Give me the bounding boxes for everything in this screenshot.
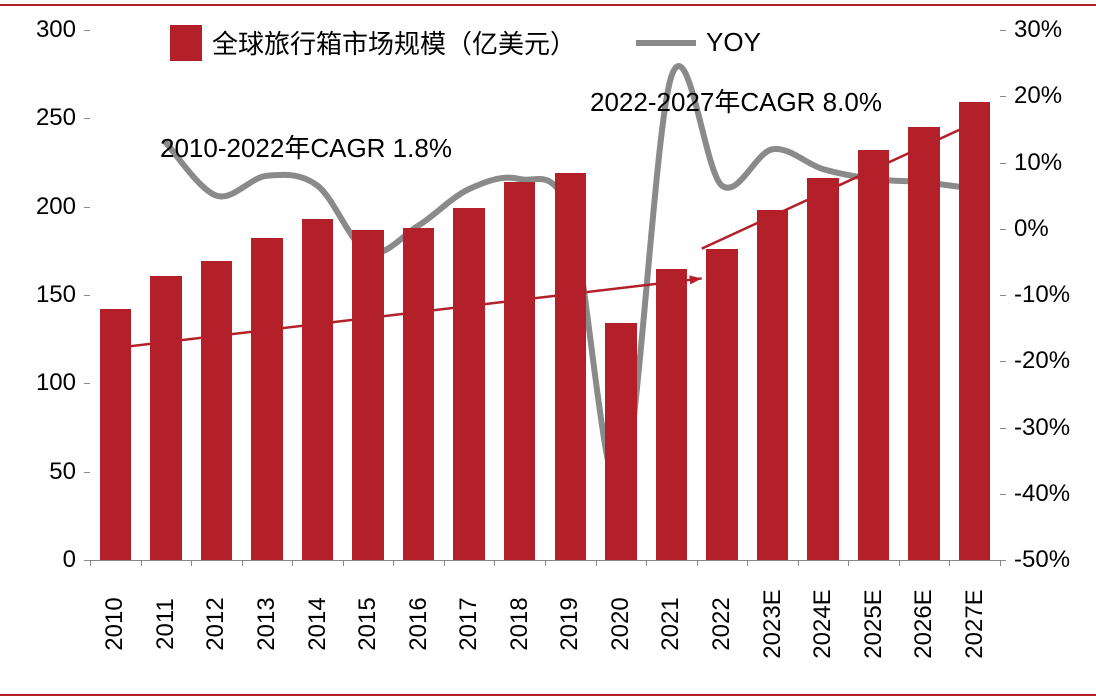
x-tick-label: 2026E <box>910 579 938 669</box>
x-tick <box>545 560 546 566</box>
y-right-tick-label: -40% <box>1014 480 1070 508</box>
y-right-tick-label: -20% <box>1014 347 1070 375</box>
y-right-tick <box>1000 428 1006 429</box>
x-tick-label: 2012 <box>202 579 230 669</box>
y-right-tick-label: -10% <box>1014 281 1070 309</box>
x-tick <box>191 560 192 566</box>
bar <box>100 309 131 560</box>
y-left-tick-label: 150 <box>0 281 76 309</box>
x-tick <box>949 560 950 566</box>
x-tick-label: 2023E <box>759 579 787 669</box>
x-tick <box>242 560 243 566</box>
bar <box>555 173 586 560</box>
x-tick-label: 2024E <box>809 579 837 669</box>
x-tick-label: 2019 <box>556 579 584 669</box>
x-tick <box>444 560 445 566</box>
x-tick <box>494 560 495 566</box>
bar <box>453 208 484 560</box>
y-left-tick-label: 50 <box>0 458 76 486</box>
y-left-tick-label: 0 <box>0 546 76 574</box>
chart-annotation: 2022-2027年CAGR 8.0% <box>590 82 882 119</box>
x-tick <box>292 560 293 566</box>
x-tick <box>596 560 597 566</box>
x-tick-label: 2022 <box>708 579 736 669</box>
y-left-tick <box>84 207 90 208</box>
x-tick <box>646 560 647 566</box>
bar <box>807 178 838 560</box>
y-left-tick <box>84 472 90 473</box>
bar <box>251 238 282 560</box>
x-tick-label: 2018 <box>506 579 534 669</box>
y-left-tick <box>84 30 90 31</box>
x-tick-label: 2010 <box>101 579 129 669</box>
x-tick-label: 2016 <box>405 579 433 669</box>
x-tick <box>90 560 91 566</box>
x-tick-label: 2013 <box>253 579 281 669</box>
x-tick <box>141 560 142 566</box>
bar <box>908 127 939 560</box>
bar <box>403 228 434 560</box>
y-right-tick-label: -30% <box>1014 414 1070 442</box>
bottom-rule <box>0 694 1096 696</box>
y-left-tick-label: 250 <box>0 104 76 132</box>
y-right-tick <box>1000 361 1006 362</box>
y-right-tick <box>1000 295 1006 296</box>
y-left-tick-label: 200 <box>0 193 76 221</box>
x-tick <box>1000 560 1001 566</box>
x-tick-label: 2025E <box>860 579 888 669</box>
bar <box>504 182 535 560</box>
x-tick-label: 2021 <box>657 579 685 669</box>
y-right-tick <box>1000 30 1006 31</box>
y-right-tick-label: -50% <box>1014 546 1070 574</box>
y-left-tick <box>84 383 90 384</box>
chart-annotation: 2010-2022年CAGR 1.8% <box>160 128 452 165</box>
x-tick <box>798 560 799 566</box>
x-tick-label: 2027E <box>961 579 989 669</box>
y-right-tick <box>1000 494 1006 495</box>
bar <box>706 249 737 560</box>
y-left-tick <box>84 118 90 119</box>
bar <box>858 150 889 560</box>
bar <box>605 323 636 560</box>
bar <box>656 269 687 561</box>
bar <box>302 219 333 560</box>
bar <box>201 261 232 560</box>
y-left-tick <box>84 295 90 296</box>
y-left-tick-label: 300 <box>0 16 76 44</box>
x-tick-label: 2020 <box>607 579 635 669</box>
x-tick-label: 2017 <box>455 579 483 669</box>
x-tick-label: 2015 <box>354 579 382 669</box>
y-right-tick <box>1000 163 1006 164</box>
y-left-tick-label: 100 <box>0 369 76 397</box>
x-tick <box>393 560 394 566</box>
x-tick-label: 2011 <box>152 579 180 669</box>
top-rule <box>0 4 1096 6</box>
y-right-tick <box>1000 96 1006 97</box>
x-tick <box>899 560 900 566</box>
y-right-tick <box>1000 229 1006 230</box>
y-right-tick-label: 10% <box>1014 149 1062 177</box>
x-tick-label: 2014 <box>304 579 332 669</box>
y-right-tick-label: 30% <box>1014 16 1062 44</box>
x-tick <box>848 560 849 566</box>
bar <box>150 276 181 560</box>
bar <box>959 102 990 560</box>
x-tick <box>343 560 344 566</box>
x-tick <box>747 560 748 566</box>
chart-frame: 全球旅行箱市场规模（亿美元） YOY 050100150200250300-50… <box>0 0 1096 700</box>
bar <box>352 230 383 560</box>
y-right-tick-label: 20% <box>1014 82 1062 110</box>
x-tick <box>697 560 698 566</box>
y-right-tick-label: 0% <box>1014 215 1049 243</box>
bar <box>757 210 788 560</box>
